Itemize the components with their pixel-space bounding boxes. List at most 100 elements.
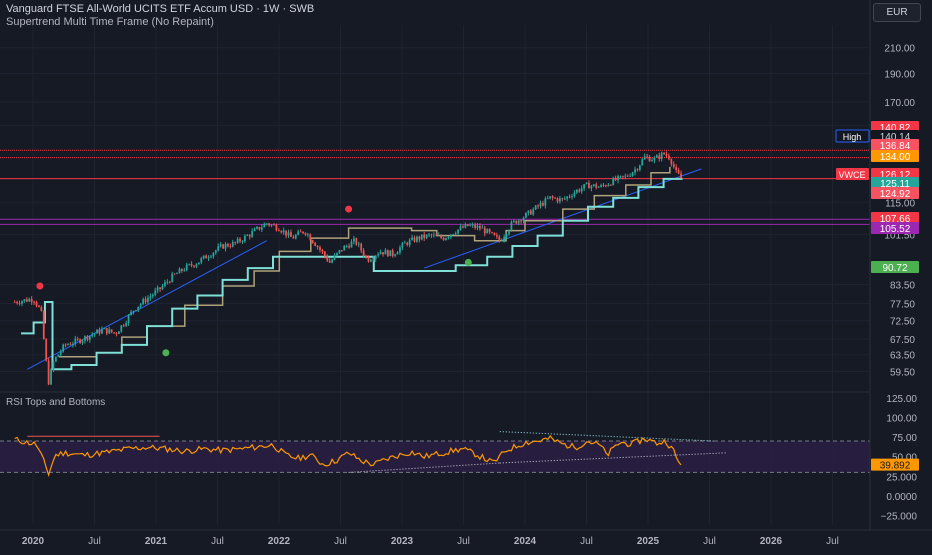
candle-body [292, 236, 295, 239]
x-tick-label: 2020 [22, 536, 45, 547]
candle-body [437, 235, 440, 237]
candle-body [164, 282, 166, 286]
candle-body [571, 196, 573, 198]
candle-body [113, 332, 115, 334]
candle-body [420, 234, 423, 240]
rsi-divergence-line [499, 452, 727, 464]
candle-body [273, 224, 275, 226]
candle-body [544, 198, 547, 206]
candle-body [142, 299, 145, 304]
candle-body [500, 240, 503, 242]
candle-body [658, 155, 661, 159]
candle-body [474, 224, 476, 228]
price-tick-label: 59.50 [890, 367, 915, 378]
candle-body [440, 235, 443, 238]
symbol-title: Vanguard FTSE All-World UCITS ETF Accum … [6, 3, 315, 15]
candle-body [631, 172, 634, 176]
candle-body [214, 250, 217, 253]
price-label-box [871, 187, 919, 199]
price-label-text: 140.82 [880, 123, 911, 134]
currency-button[interactable]: EUR [873, 3, 921, 22]
price-tick-label: 101.50 [884, 230, 915, 241]
candle-body [406, 242, 409, 245]
candle-body [207, 257, 210, 259]
candle-body [447, 237, 450, 239]
candle-body [428, 234, 430, 236]
candle-body [626, 175, 629, 177]
candle-body [529, 210, 532, 215]
candle-body [602, 185, 605, 186]
candle-body [510, 221, 513, 231]
price-label-text: 125.11 [880, 179, 910, 190]
candle-body [558, 198, 561, 202]
candle-body [151, 294, 154, 297]
candle-body [452, 234, 455, 235]
signal-dot [36, 282, 44, 290]
candle-body [362, 250, 365, 256]
candle-body [551, 196, 554, 198]
x-tick-label: 2021 [145, 536, 168, 547]
candle-body [614, 177, 617, 181]
candle-body [575, 189, 578, 193]
candle-body [646, 156, 649, 158]
price-label-text: 105.52 [880, 224, 911, 235]
candle-body [343, 245, 346, 251]
candle-body [144, 299, 147, 303]
candle-body [655, 155, 658, 158]
candle-body [297, 231, 300, 235]
candle-body [319, 247, 321, 250]
candle-body [147, 297, 149, 303]
candle-body [277, 230, 280, 232]
candle-body [348, 245, 350, 248]
candle-body [185, 264, 188, 271]
rsi-tick-label: 25.000 [886, 472, 917, 483]
trendline [27, 240, 267, 370]
candle-body [91, 334, 94, 336]
candle-body [188, 263, 191, 265]
candle-body [333, 255, 336, 260]
candle-body [88, 335, 91, 340]
price-label-text: 124.92 [880, 189, 911, 200]
x-tick-label: Jul [580, 536, 593, 547]
price-tick-label: 115.00 [885, 198, 915, 209]
candle-body [217, 246, 220, 251]
rsi-band-fill [0, 441, 870, 473]
candle-body [285, 230, 287, 236]
candle-body [573, 192, 576, 197]
candle-body [139, 303, 142, 307]
candle-body [69, 344, 72, 346]
candle-body [79, 339, 82, 343]
candle-body [663, 152, 665, 155]
candle-body [103, 328, 106, 330]
candle-body [648, 156, 651, 162]
candle-body [309, 234, 312, 241]
candle-body [493, 232, 496, 236]
price-label-box [871, 261, 919, 273]
candle-body [554, 197, 556, 199]
candle-body [605, 185, 607, 187]
supertrend-line [21, 177, 683, 371]
candle-body [294, 234, 297, 239]
indicator-title: Supertrend Multi Time Frame (No Repaint) [6, 16, 214, 28]
candle-body [464, 224, 467, 228]
candle-body [200, 258, 203, 263]
candle-body [508, 230, 510, 235]
candle-body [479, 225, 481, 229]
candle-body [42, 310, 45, 340]
candle-body [183, 270, 186, 271]
candle-body [35, 301, 38, 306]
candle-body [219, 244, 222, 247]
candle-body [357, 243, 360, 245]
price-tick-label: 190.00 [884, 69, 915, 80]
candle-body [64, 344, 67, 346]
candle-body [229, 246, 232, 248]
candle-body [486, 229, 489, 234]
rsi-divergence-line [348, 462, 500, 473]
candle-body [372, 258, 375, 260]
candle-body [629, 175, 632, 177]
mtf-supertrend-line [58, 166, 671, 358]
candle-body [98, 329, 101, 334]
candle-body [54, 356, 57, 362]
